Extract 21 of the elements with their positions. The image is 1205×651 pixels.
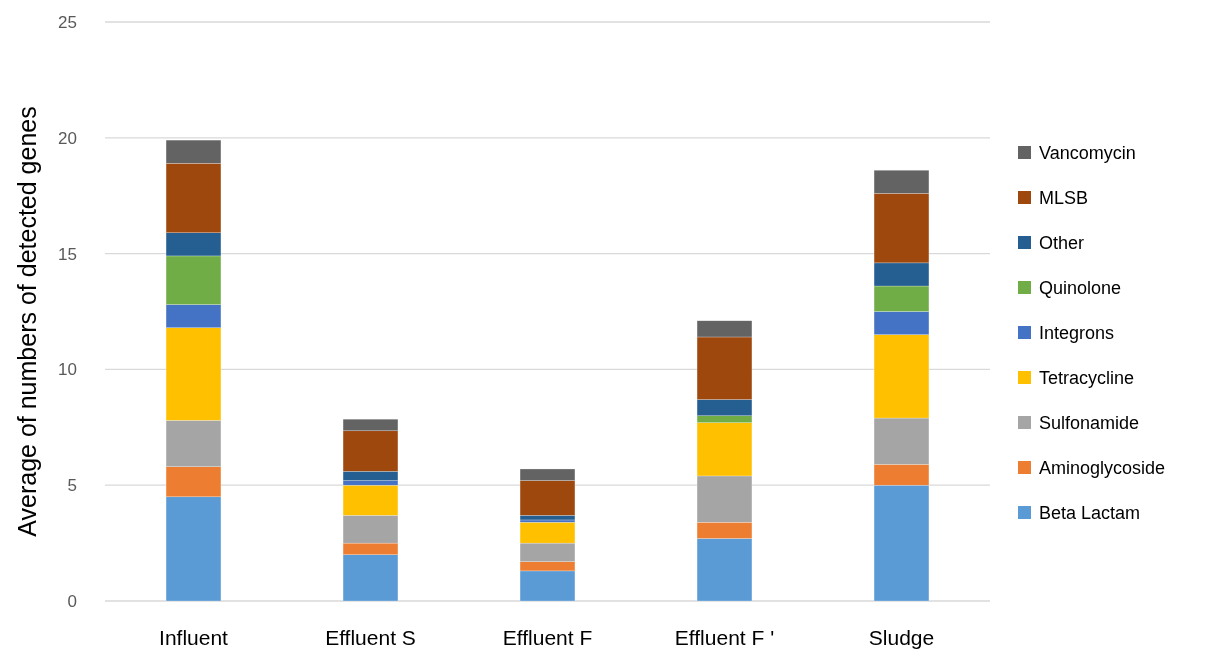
y-tick-label: 0 [67, 591, 77, 611]
legend-label: Tetracycline [1039, 368, 1135, 389]
x-tick-label: Effluent S [325, 626, 416, 649]
x-tick-label: Effluent F [502, 626, 593, 649]
legend-label: Quinolone [1039, 278, 1122, 299]
y-tick-label: 5 [67, 476, 77, 496]
legend-label: Aminoglycoside [1039, 458, 1166, 479]
legend-label: Other [1039, 233, 1085, 254]
legend-label: Integrons [1039, 323, 1115, 344]
y-tick-label: 15 [58, 244, 77, 264]
x-tick-label: Influent [159, 626, 229, 649]
legend-label: Beta Lactam [1039, 503, 1141, 524]
y-tick-label: 10 [58, 360, 77, 380]
y-axis-title: Average of numbers of detected genes [13, 106, 41, 537]
x-tick-label: Effluent F ' [674, 626, 775, 649]
legend-label: Vancomycin [1039, 143, 1136, 164]
legend-label: MLSB [1039, 188, 1089, 209]
y-tick-label: 20 [58, 128, 77, 148]
y-tick-label: 25 [58, 12, 77, 32]
legend-label: Sulfonamide [1039, 413, 1140, 434]
x-tick-label: Sludge [868, 626, 935, 649]
